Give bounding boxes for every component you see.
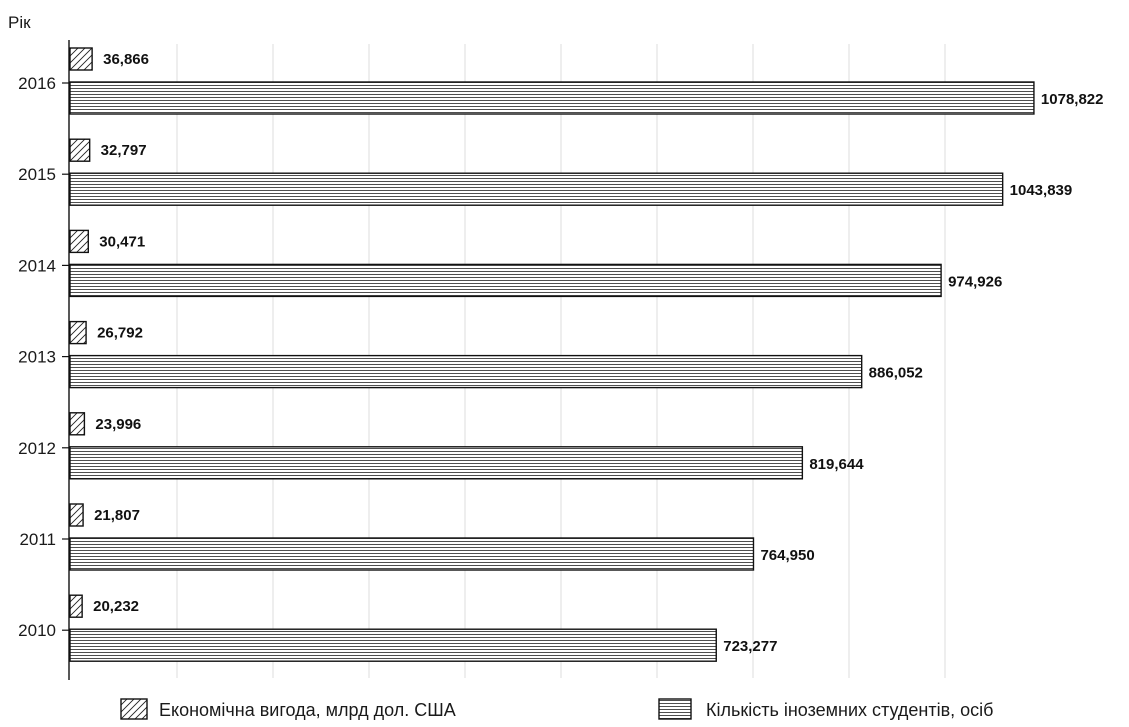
legend-swatch-foreign-students [658,698,692,720]
bar-economic-benefit-2011 [69,503,84,527]
y-tick-label-2011: 2011 [19,530,56,549]
data-label-economic-benefit-2012: 23,996 [95,416,141,433]
bar-economic-benefit-2010 [69,594,83,618]
legend: Економічна вигода, млрд дол. США Кількіс… [120,698,993,720]
data-label-economic-benefit-2010: 20,232 [93,598,139,615]
data-label-foreign-students-2012: 819,644 [809,456,864,473]
y-tick-labels: 2016 2015 2014 2013 2012 2011 2010 [18,74,69,640]
bar-economic-benefit-2014 [69,229,89,254]
bar-foreign-students-2012 [69,446,804,480]
data-label-economic-benefit-2014: 30,471 [99,233,145,250]
bar-economic-benefit-2015 [69,138,91,162]
data-label-foreign-students-2015: 1043,839 [1010,182,1073,199]
y-tick-label-2010: 2010 [18,621,56,640]
bar-foreign-students-2016 [69,81,1035,115]
bars [69,47,1035,662]
data-label-economic-benefit-2011: 21,807 [94,507,140,524]
bar-foreign-students-2014 [69,263,942,298]
bar-foreign-students-2015 [69,172,1004,206]
y-tick-label-2014: 2014 [18,256,56,275]
data-label-economic-benefit-2016: 36,866 [103,51,149,68]
bar-foreign-students-2013 [69,354,863,389]
y-tick-label-2013: 2013 [18,348,56,367]
bar-economic-benefit-2013 [69,320,87,345]
bar-economic-benefit-2016 [69,47,93,71]
legend-label-foreign-students: Кількість іноземних студентів, осіб [706,700,993,720]
bar-foreign-students-2010 [69,628,717,662]
y-tick-label-2015: 2015 [18,165,56,184]
data-label-foreign-students-2016: 1078,822 [1041,91,1104,108]
data-label-foreign-students-2013: 886,052 [869,365,923,382]
data-label-economic-benefit-2013: 26,792 [97,325,143,342]
legend-swatch-economic-benefit [120,698,148,720]
data-label-foreign-students-2011: 764,950 [760,547,814,564]
bar-foreign-students-2011 [69,537,755,571]
data-labels: 36,866 1078,822 32,797 1043,839 30,471 974,92… [93,51,1103,655]
y-tick-label-2012: 2012 [18,439,56,458]
y-axis-label: Рік [8,13,31,32]
data-label-foreign-students-2014: 974,926 [948,273,1002,290]
legend-label-economic-benefit: Економічна вигода, млрд дол. США [159,700,456,720]
data-label-foreign-students-2010: 723,277 [723,638,777,655]
bar-economic-benefit-2012 [69,412,86,436]
data-label-economic-benefit-2015: 32,797 [101,142,147,159]
y-tick-label-2016: 2016 [18,74,56,93]
